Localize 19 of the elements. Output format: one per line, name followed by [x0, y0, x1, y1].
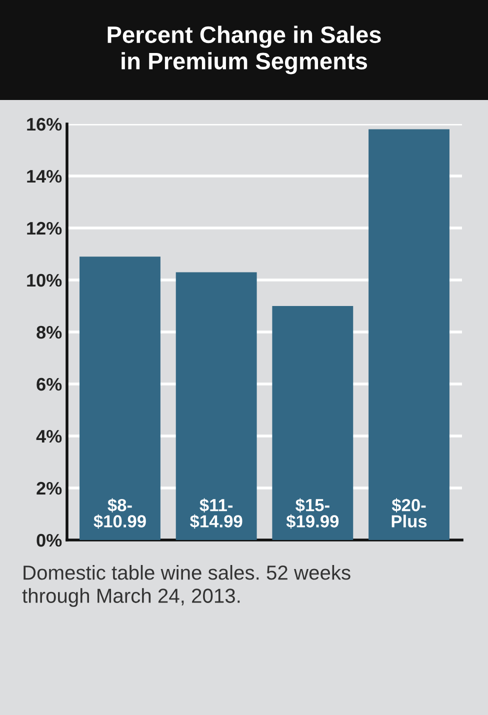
- x-tick-label: $11- $14.99: [190, 498, 242, 529]
- y-tick-label: 6%: [36, 378, 62, 391]
- y-tick-label: 0%: [36, 534, 62, 547]
- y-tick-label: 8%: [36, 326, 62, 339]
- text: Domestic table wine sales. 52 weeks through March 24, 2013.: [22, 565, 350, 607]
- y-tick-label: 12%: [27, 222, 62, 235]
- y-tick-label: 16%: [27, 118, 62, 131]
- bar: [176, 272, 257, 540]
- chart-title: Percent Change in Sales in Premium Segments: [108, 26, 381, 74]
- y-tick-label: 2%: [36, 482, 62, 495]
- bar: [368, 129, 450, 540]
- bar: [272, 306, 354, 540]
- bar: [80, 256, 160, 540]
- x-tick-label: $15- $19.99: [286, 498, 339, 529]
- y-tick-label: 14%: [27, 170, 62, 183]
- y-tick-label: 10%: [27, 274, 62, 287]
- y-tick-label: 4%: [36, 430, 62, 443]
- x-tick-label: $20- Plus: [392, 498, 427, 528]
- x-tick-label: $8- $10.99: [94, 498, 146, 529]
